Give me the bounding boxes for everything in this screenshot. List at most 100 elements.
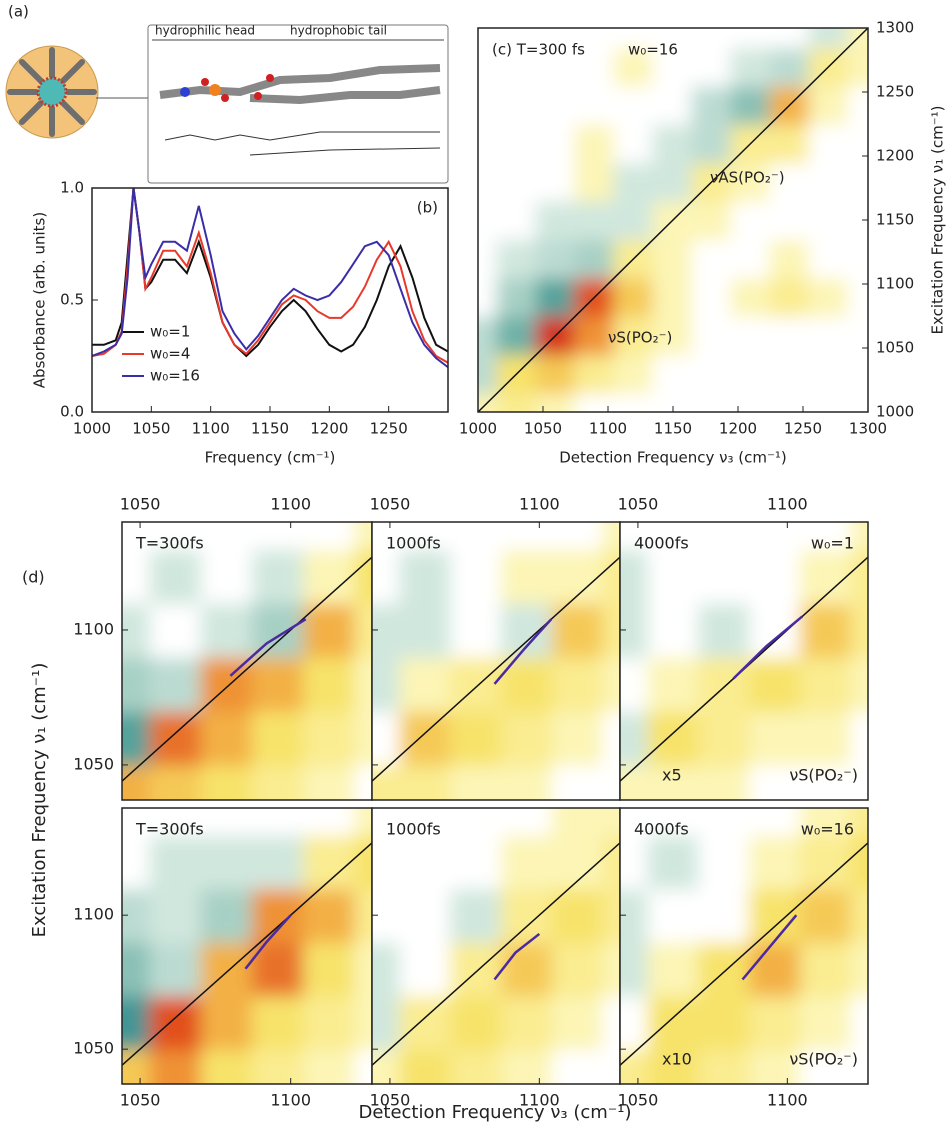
- heatmap-cell: [372, 522, 402, 550]
- heatmap-cell: [602, 655, 620, 712]
- y-tick-label: 1150: [876, 211, 914, 229]
- heatmap-cell: [149, 940, 203, 997]
- heatmap-cell: [620, 547, 650, 604]
- x-tick-label: 1100: [192, 420, 230, 438]
- heatmap-cell: [748, 887, 802, 943]
- y-axis-label: Excitation Frequency ν₁ (cm⁻¹): [929, 106, 947, 335]
- heatmap-cell: [769, 46, 811, 87]
- panel-tag: w₀=16: [628, 41, 678, 59]
- heatmap-cell: [450, 994, 503, 1051]
- heatmap-cell: [652, 391, 694, 412]
- heatmap-cell: [730, 199, 772, 241]
- diagonal: [122, 556, 372, 783]
- x-tick-label: 1100: [519, 495, 560, 514]
- heatmap-cell: [535, 28, 577, 49]
- heatmap-cell: [399, 522, 453, 550]
- heatmap-cell: [450, 808, 503, 836]
- heatmap-cell: [149, 833, 203, 890]
- heatmap-cell: [808, 84, 850, 125]
- heatmap-cell: [303, 601, 357, 658]
- heatmap-cell: [535, 238, 577, 279]
- plot-frame: [619, 807, 869, 1085]
- heatmap-cell: [450, 763, 503, 800]
- heatmap-cell: [303, 709, 357, 766]
- panel-label: (a): [8, 3, 29, 21]
- heatmap-cell: [200, 833, 255, 890]
- heatmap-cell: [730, 353, 772, 394]
- heatmap-cell: [574, 123, 616, 164]
- x-tick-label: 1050: [120, 495, 161, 514]
- heatmap-cell: [613, 28, 655, 49]
- x-tick-label: 1000: [73, 420, 111, 438]
- panel-title: (b): [417, 199, 438, 217]
- heatmap-cell: [647, 763, 701, 800]
- heatmap-cell: [620, 655, 650, 712]
- center-line: [741, 914, 798, 981]
- heatmap-cell: [551, 940, 605, 997]
- x-tick-label: 1100: [767, 1091, 808, 1110]
- heatmap-cell: [850, 833, 868, 890]
- heatmap-cell: [769, 161, 811, 202]
- panel-title: T=300fs: [135, 820, 204, 839]
- heatmap-cell: [149, 763, 203, 800]
- heatmap-cell: [354, 1048, 372, 1084]
- heatmap-cell: [200, 709, 255, 766]
- heatmap-cell: [850, 940, 868, 997]
- heatmap-cell: [535, 161, 577, 202]
- x-axis-label: Detection Frequency ν₃ (cm⁻¹): [358, 1102, 631, 1123]
- heatmap-cell: [808, 28, 850, 49]
- heatmap-cell: [847, 276, 868, 317]
- heatmap-cell: [799, 887, 853, 943]
- heatmap-cell: [478, 276, 499, 317]
- heatmap-cell: [500, 1048, 554, 1084]
- heatmap-cell: [535, 84, 577, 125]
- heatmap-cell: [698, 887, 751, 943]
- heatmap-cell: [252, 887, 306, 943]
- heatmap-cell: [122, 808, 152, 836]
- heatmap-cell: [122, 1048, 152, 1084]
- heatmap-cell: [478, 353, 499, 394]
- heatmap-cell: [149, 522, 203, 550]
- heatmap-cell: [748, 994, 802, 1051]
- heatmap-cell: [574, 315, 616, 356]
- heatmap-cell: [303, 522, 357, 550]
- y-tick-label: 1300: [876, 19, 914, 37]
- heatmap-cell: [698, 994, 751, 1051]
- heatmap-cell: [847, 238, 868, 279]
- x-tick-label: 1050: [524, 420, 562, 438]
- heatmap-cell: [200, 887, 255, 943]
- molecule: [159, 64, 441, 156]
- heatmap-cell: [303, 808, 357, 836]
- heatmap-cell: [399, 833, 453, 890]
- heatmap-cell: [372, 940, 402, 997]
- legend-label: w₀=16: [150, 367, 200, 385]
- molecule-box: [147, 24, 449, 184]
- heatmap-cell: [500, 763, 554, 800]
- heatmap-cell: [478, 123, 499, 164]
- heatmap-cell: [613, 199, 655, 241]
- heatmap-cell: [691, 28, 733, 49]
- heatmap-cell: [399, 601, 453, 658]
- heatmap-cell: [252, 994, 306, 1051]
- heatmap-cell: [620, 833, 650, 890]
- heatmap-cell: [574, 46, 616, 87]
- heatmap-cell: [613, 84, 655, 125]
- heatmap-cell: [303, 763, 357, 800]
- heatmap-cell: [850, 994, 868, 1051]
- heatmap-cell: [500, 808, 554, 836]
- heatmap-cell: [730, 276, 772, 317]
- heatmap: [372, 522, 620, 800]
- heatmap-cell: [647, 808, 701, 836]
- heatmap-cell: [500, 940, 554, 997]
- heatmap-cell: [620, 522, 650, 550]
- heatmap-cell: [602, 940, 620, 997]
- heatmap-cell: [808, 315, 850, 356]
- heatmap-cell: [200, 522, 255, 550]
- heatmap-cell: [122, 833, 152, 890]
- heatmap-cell: [620, 808, 650, 836]
- heatmap-clip: [372, 808, 620, 1084]
- heatmap-cell: [551, 601, 605, 658]
- legend-label: w₀=1: [150, 323, 190, 341]
- heatmap-cell: [399, 547, 453, 604]
- x-axis-label: Detection Frequency ν₃ (cm⁻¹): [559, 449, 787, 467]
